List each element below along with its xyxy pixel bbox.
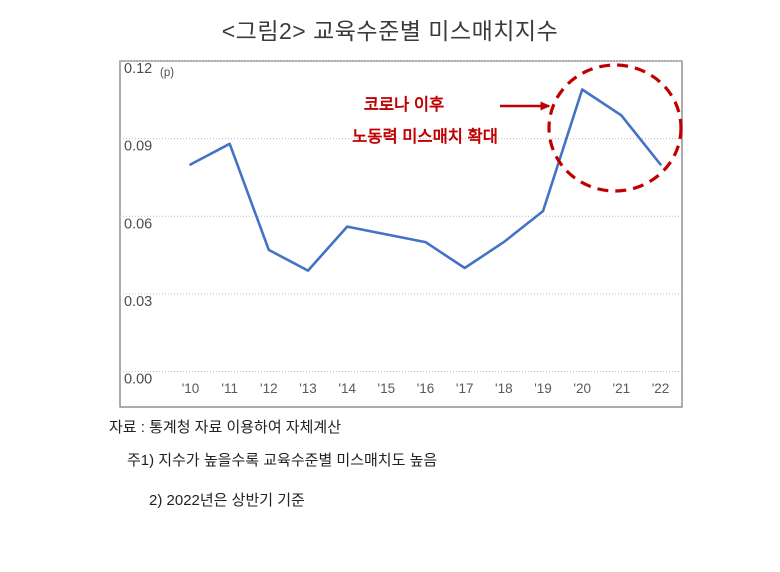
- svg-text:0.09: 0.09: [124, 139, 152, 155]
- svg-text:(p): (p): [160, 67, 174, 79]
- svg-text:'10: '10: [182, 381, 200, 396]
- svg-text:'22: '22: [652, 381, 670, 396]
- svg-text:'19: '19: [534, 381, 552, 396]
- svg-text:'16: '16: [417, 381, 435, 396]
- svg-text:'12: '12: [260, 381, 278, 396]
- svg-text:'17: '17: [456, 381, 474, 396]
- svg-text:0.00: 0.00: [124, 372, 152, 388]
- svg-text:'18: '18: [495, 381, 513, 396]
- svg-text:노동력 미스매치 확대: 노동력 미스매치 확대: [352, 127, 498, 146]
- svg-text:0.06: 0.06: [124, 216, 152, 232]
- svg-text:'15: '15: [378, 381, 396, 396]
- svg-text:'20: '20: [573, 381, 591, 396]
- svg-text:'13: '13: [299, 381, 317, 396]
- svg-text:'21: '21: [613, 381, 631, 396]
- svg-text:'11: '11: [221, 381, 238, 396]
- svg-text:'14: '14: [338, 381, 356, 396]
- svg-text:0.12: 0.12: [124, 61, 152, 77]
- svg-text:0.03: 0.03: [124, 294, 152, 310]
- svg-text:코로나 이후: 코로나 이후: [364, 94, 444, 114]
